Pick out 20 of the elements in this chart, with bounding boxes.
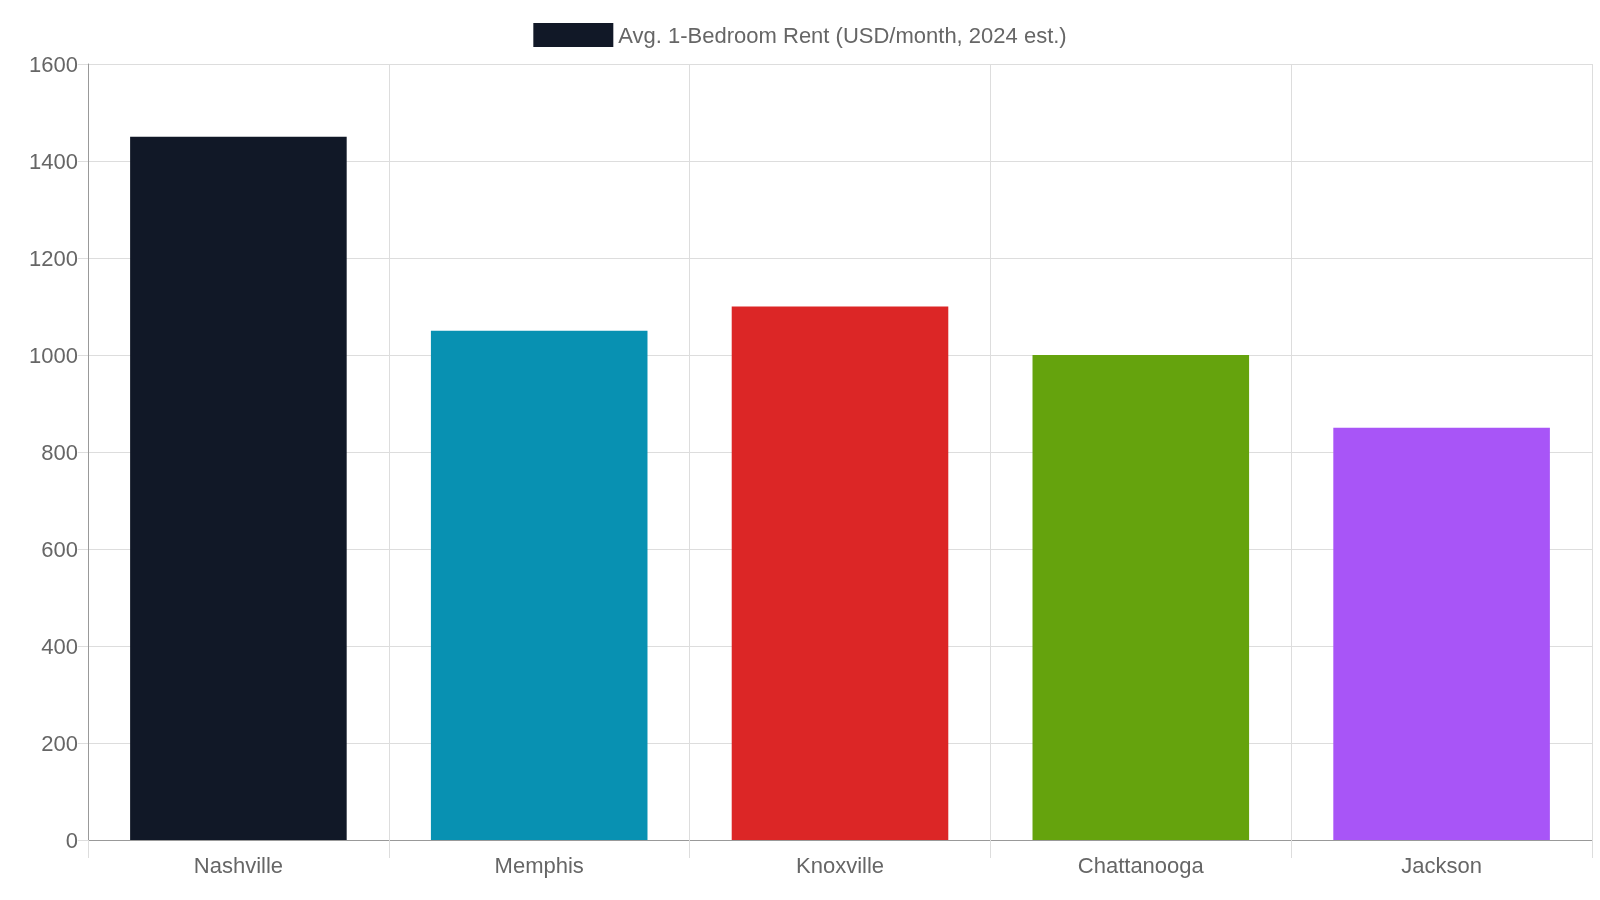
legend-label: Avg. 1-Bedroom Rent (USD/month, 2024 est.) bbox=[618, 22, 1067, 48]
y-tick-label: 1400 bbox=[29, 148, 78, 174]
y-tick-label: 400 bbox=[41, 633, 78, 659]
x-tick-label: Memphis bbox=[494, 852, 584, 878]
x-tick-label: Nashville bbox=[193, 852, 284, 878]
bar bbox=[731, 306, 949, 840]
bar bbox=[430, 330, 648, 840]
y-tick-label: 1600 bbox=[29, 51, 78, 77]
y-tick-label: 1000 bbox=[29, 342, 78, 368]
x-tick-label: Chattanooga bbox=[1077, 852, 1205, 878]
y-tick-label: 1200 bbox=[29, 245, 78, 271]
y-tick-label: 600 bbox=[41, 536, 78, 562]
y-tick-label: 0 bbox=[65, 827, 78, 853]
y-tick-label: 800 bbox=[41, 439, 78, 465]
bar bbox=[1032, 355, 1250, 840]
bar bbox=[130, 136, 347, 840]
bar bbox=[1333, 427, 1550, 840]
x-tick-label: Jackson bbox=[1401, 852, 1482, 878]
x-tick-label: Knoxville bbox=[795, 852, 885, 878]
y-tick-label: 200 bbox=[41, 730, 78, 756]
